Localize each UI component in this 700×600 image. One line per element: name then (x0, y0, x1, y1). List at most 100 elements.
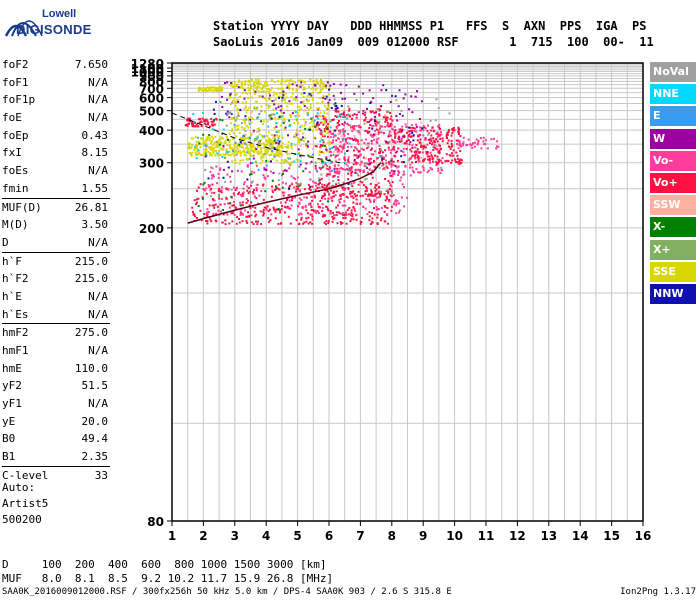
echo-point (313, 136, 316, 139)
echo-point (387, 190, 390, 193)
echo-point (292, 177, 295, 179)
echo-point (267, 217, 270, 220)
echo-point (282, 90, 285, 93)
echo-point (326, 124, 329, 127)
echo-point (390, 163, 393, 166)
echo-point (209, 148, 212, 151)
echo-point (337, 132, 340, 135)
echo-point (341, 148, 344, 151)
echo-point (282, 111, 285, 114)
echo-point (350, 166, 353, 169)
echo-point (457, 140, 460, 143)
echo-point (251, 149, 254, 152)
echo-point (339, 83, 342, 86)
echo-point (241, 145, 244, 148)
echo-point (386, 214, 389, 217)
echo-point (199, 209, 202, 212)
echo-point (332, 191, 335, 194)
model-trace-dashed (171, 112, 345, 165)
echo-point (369, 157, 372, 160)
echo-point (186, 124, 189, 127)
param-name: yF2 (2, 379, 22, 393)
echo-point (353, 160, 356, 162)
echo-point (219, 138, 222, 141)
echo-point (270, 139, 273, 142)
echo-point (374, 184, 377, 186)
echo-point (390, 123, 393, 126)
echo-point (298, 114, 301, 117)
echo-point (278, 150, 281, 153)
echo-point (226, 153, 229, 155)
echo-point (203, 213, 206, 215)
echo-point (377, 156, 379, 159)
echo-point (245, 147, 248, 150)
echo-point (256, 86, 259, 88)
echo-point (268, 114, 271, 117)
echo-point (211, 167, 214, 170)
echo-point (373, 159, 375, 162)
param-row: hmF2 275.0 (2, 324, 112, 342)
echo-point (207, 177, 210, 180)
echo-point (196, 150, 199, 153)
echo-point (384, 178, 387, 180)
echo-point (270, 153, 273, 156)
echo-point (311, 215, 314, 218)
echo-point (281, 136, 284, 139)
echo-point (280, 146, 283, 149)
echo-point (387, 141, 389, 144)
echo-point (358, 154, 361, 157)
echo-point (329, 120, 332, 123)
param-row: foE N/A (2, 109, 112, 127)
echo-point (398, 89, 401, 92)
echo-point (224, 139, 227, 142)
echo-point (343, 143, 346, 146)
echo-point (216, 89, 219, 92)
echo-point (223, 141, 226, 144)
echo-point (366, 131, 369, 134)
echo-point (349, 190, 352, 193)
echo-point (345, 84, 348, 87)
echo-point (221, 106, 224, 109)
echo-point (275, 134, 278, 137)
echo-point (345, 138, 347, 141)
echo-point (277, 142, 280, 145)
echo-point (301, 139, 304, 142)
d-label: D (2, 558, 9, 571)
echo-point (223, 203, 226, 206)
echo-point (347, 156, 350, 159)
echo-point (232, 86, 235, 89)
echo-point (441, 157, 444, 160)
echo-point (235, 124, 238, 127)
echo-point (246, 178, 249, 181)
echo-point (365, 187, 368, 190)
echo-point (479, 137, 482, 139)
y-tick-label: 1000 (131, 66, 164, 80)
echo-point (278, 183, 280, 186)
echo-point (355, 113, 358, 116)
echo-point (299, 154, 302, 157)
param-name: M(D) (2, 218, 29, 232)
echo-point (309, 105, 312, 108)
echo-point (206, 208, 209, 211)
echo-point (226, 98, 229, 101)
echo-point (277, 117, 280, 120)
echo-point (269, 89, 272, 92)
echo-point (314, 196, 317, 199)
echo-point (450, 142, 453, 145)
echo-point (243, 127, 246, 130)
echo-point (209, 153, 211, 156)
echo-point (323, 104, 326, 107)
param-value: 110.0 (74, 361, 108, 375)
echo-point (285, 79, 288, 82)
echo-point (313, 194, 316, 197)
echo-point (396, 159, 399, 162)
echo-point (331, 220, 334, 223)
echo-point (194, 121, 196, 124)
echo-point (242, 213, 244, 216)
echo-point (446, 133, 449, 136)
echo-point (231, 204, 234, 207)
echo-point (250, 121, 253, 124)
echo-point (237, 112, 240, 115)
echo-point (256, 116, 259, 119)
echo-point (284, 120, 286, 123)
